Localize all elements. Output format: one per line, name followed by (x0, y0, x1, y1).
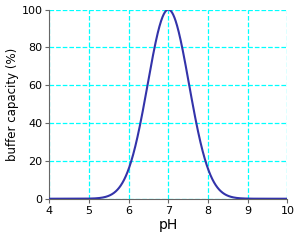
X-axis label: pH: pH (159, 218, 178, 233)
Y-axis label: buffer capacity (%): buffer capacity (%) (6, 48, 19, 161)
